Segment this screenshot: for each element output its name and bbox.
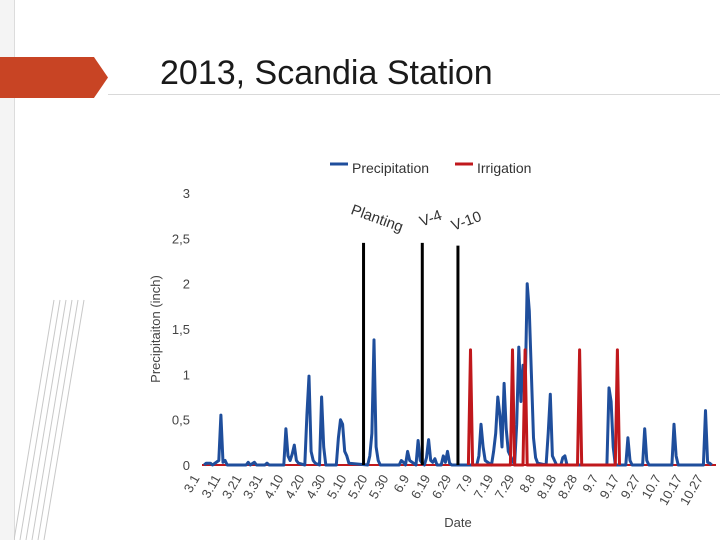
x-tick-label: 7.19 <box>471 472 497 501</box>
x-tick-label: 5.20 <box>345 472 371 501</box>
x-tick-label: 7.29 <box>492 472 518 501</box>
x-tick-label: 4.20 <box>282 472 308 501</box>
x-tick-label: 9.17 <box>597 472 623 501</box>
growth-stage-label: V-4 <box>417 207 444 231</box>
y-tick-label: 0,5 <box>172 413 190 428</box>
x-tick-label: 3.21 <box>219 472 245 501</box>
x-tick-label: 6.29 <box>429 472 455 501</box>
irrigation-series-line <box>466 348 621 467</box>
slide-sidebar <box>0 0 14 540</box>
slide-title: 2013, Scandia Station <box>160 54 493 92</box>
x-tick-label: 8.28 <box>555 472 581 501</box>
title-accent-arrow <box>0 57 108 98</box>
growth-stage-label: Planting <box>349 201 406 236</box>
x-tick-label: 9.27 <box>618 472 644 501</box>
title-divider <box>108 94 720 95</box>
y-tick-label: 1 <box>183 367 190 382</box>
x-tick-label: 5.10 <box>324 472 350 501</box>
x-tick-label: 3.11 <box>198 472 223 501</box>
y-tick-label: 1,5 <box>172 322 190 337</box>
x-tick-label: 5.30 <box>366 472 392 501</box>
sidebar-divider <box>14 0 15 540</box>
y-axis-label: Precipitaiton (inch) <box>148 275 163 383</box>
x-tick-label: 4.10 <box>261 472 287 501</box>
legend-label: Irrigation <box>477 160 531 176</box>
x-tick-label: 3.31 <box>240 472 266 501</box>
y-tick-label: 2,5 <box>172 231 190 246</box>
x-tick-label: 8.18 <box>534 472 560 501</box>
y-tick-label: 3 <box>183 186 190 201</box>
x-tick-label: 6.19 <box>408 472 434 501</box>
decorative-stripes <box>14 299 85 540</box>
x-axis-label: Date <box>444 515 471 530</box>
growth-stage-label: V-10 <box>449 208 484 235</box>
legend-label: Precipitation <box>352 160 429 176</box>
y-tick-label: 0 <box>183 458 190 473</box>
y-tick-label: 2 <box>183 277 190 292</box>
x-tick-label: 4.30 <box>303 472 329 501</box>
